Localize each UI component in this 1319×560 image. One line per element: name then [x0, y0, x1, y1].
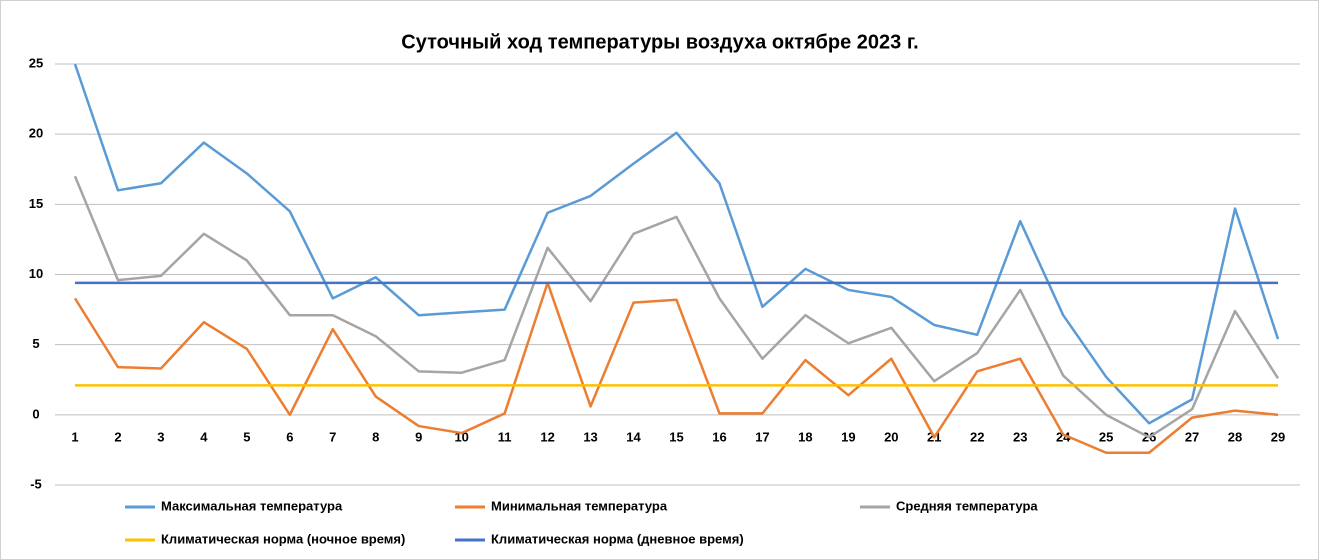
x-tick-label: 5	[243, 429, 250, 444]
x-tick-label: 16	[712, 429, 726, 444]
legend-label: Максимальная температура	[161, 498, 343, 513]
x-tick-label: 4	[200, 429, 208, 444]
x-tick-label: 19	[841, 429, 855, 444]
y-tick-label: 15	[29, 196, 43, 211]
x-tick-label: 11	[498, 429, 512, 444]
x-tick-label: 28	[1228, 429, 1242, 444]
x-tick-label: 6	[286, 429, 293, 444]
x-tick-label: 20	[884, 429, 898, 444]
x-tick-label: 29	[1271, 429, 1285, 444]
y-tick-label: 25	[29, 55, 43, 70]
series-line	[73, 63, 1280, 425]
chart-title: Суточный ход температуры воздуха октябре…	[401, 31, 918, 53]
x-tick-label: 17	[755, 429, 769, 444]
y-tick-label: -5	[30, 476, 42, 491]
x-tick-label: 9	[415, 429, 422, 444]
legend-label: Климатическая норма (ночное время)	[161, 531, 405, 546]
x-tick-label: 7	[329, 429, 336, 444]
x-tick-label: 22	[970, 429, 984, 444]
x-tick-label: 18	[798, 429, 812, 444]
series-line	[73, 175, 1280, 439]
series-line	[73, 281, 1279, 454]
x-tick-label: 14	[626, 429, 641, 444]
x-tick-label: 2	[114, 429, 121, 444]
x-tick-label: 3	[157, 429, 164, 444]
x-tick-label: 23	[1013, 429, 1027, 444]
y-tick-label: 20	[29, 126, 43, 141]
legend-label: Климатическая норма (дневное время)	[491, 531, 744, 546]
x-tick-label: 24	[1056, 429, 1071, 444]
x-tick-label: 25	[1099, 429, 1113, 444]
y-tick-label: 0	[32, 406, 39, 421]
x-tick-label: 8	[372, 429, 379, 444]
x-tick-label: 27	[1185, 429, 1199, 444]
x-tick-label: 12	[540, 429, 554, 444]
y-tick-label: 10	[29, 266, 43, 281]
x-tick-label: 13	[583, 429, 597, 444]
legend-label: Средняя температура	[896, 498, 1038, 513]
x-tick-label: 1	[71, 429, 78, 444]
y-tick-label: 5	[32, 336, 39, 351]
legend-label: Минимальная температура	[491, 498, 668, 513]
x-tick-label: 15	[669, 429, 683, 444]
